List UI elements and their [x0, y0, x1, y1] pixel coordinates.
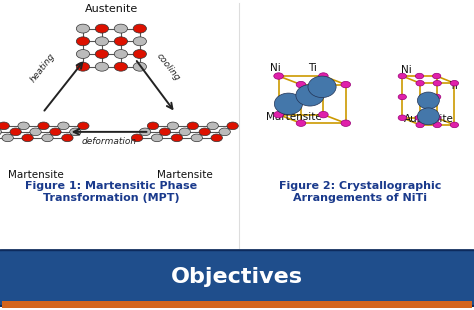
Text: Figure 2: Crystallographic
Arrangements of NiTi: Figure 2: Crystallographic Arrangements … — [279, 181, 441, 203]
Circle shape — [22, 134, 33, 142]
Circle shape — [114, 62, 128, 71]
Circle shape — [415, 73, 424, 79]
Circle shape — [341, 120, 351, 126]
Text: deformation: deformation — [82, 137, 137, 146]
Circle shape — [159, 128, 171, 136]
Circle shape — [131, 134, 143, 142]
Circle shape — [0, 122, 9, 130]
Text: Martensite: Martensite — [157, 170, 213, 180]
FancyBboxPatch shape — [0, 250, 474, 306]
Circle shape — [139, 128, 151, 136]
Circle shape — [433, 122, 441, 128]
Circle shape — [341, 82, 351, 88]
Circle shape — [30, 128, 41, 136]
Circle shape — [199, 128, 210, 136]
Text: Martensite: Martensite — [8, 170, 64, 180]
Circle shape — [76, 24, 90, 33]
Circle shape — [114, 24, 128, 33]
Circle shape — [296, 82, 306, 88]
Circle shape — [433, 115, 441, 121]
Circle shape — [319, 111, 328, 118]
Circle shape — [433, 94, 441, 100]
Circle shape — [133, 24, 146, 33]
Text: Ni: Ni — [401, 65, 411, 75]
Text: Martensite: Martensite — [266, 113, 322, 122]
Circle shape — [76, 62, 90, 71]
Circle shape — [219, 128, 230, 136]
Circle shape — [133, 50, 146, 59]
Text: Austenite: Austenite — [403, 114, 453, 124]
Circle shape — [114, 37, 128, 46]
Ellipse shape — [296, 85, 324, 106]
Circle shape — [133, 37, 146, 46]
Circle shape — [95, 62, 109, 71]
Circle shape — [95, 37, 109, 46]
Circle shape — [415, 115, 424, 121]
Circle shape — [416, 122, 424, 128]
Circle shape — [95, 50, 109, 59]
Circle shape — [296, 120, 306, 126]
Circle shape — [274, 73, 283, 79]
Text: cooling: cooling — [155, 52, 182, 83]
Text: Objectives: Objectives — [171, 267, 303, 286]
Ellipse shape — [274, 93, 302, 114]
Circle shape — [76, 50, 90, 59]
Ellipse shape — [308, 76, 336, 98]
Text: Ti: Ti — [308, 63, 317, 73]
Text: Austenite: Austenite — [85, 4, 138, 14]
Circle shape — [95, 24, 109, 33]
Circle shape — [416, 80, 424, 86]
Circle shape — [78, 122, 89, 130]
Circle shape — [58, 122, 69, 130]
Circle shape — [191, 134, 202, 142]
Circle shape — [38, 122, 49, 130]
Circle shape — [187, 122, 199, 130]
Circle shape — [227, 122, 238, 130]
Circle shape — [207, 122, 219, 130]
Circle shape — [42, 134, 53, 142]
Circle shape — [274, 111, 283, 118]
Circle shape — [167, 122, 179, 130]
Circle shape — [450, 122, 459, 128]
Circle shape — [450, 80, 459, 86]
Circle shape — [398, 94, 406, 100]
Circle shape — [133, 62, 146, 71]
Text: Ti: Ti — [449, 82, 458, 91]
Circle shape — [151, 134, 163, 142]
Ellipse shape — [418, 92, 439, 109]
Text: Ni: Ni — [270, 63, 281, 73]
Text: heating: heating — [28, 51, 57, 84]
Circle shape — [18, 122, 29, 130]
Circle shape — [398, 115, 406, 121]
Circle shape — [179, 128, 191, 136]
Circle shape — [0, 128, 1, 136]
Circle shape — [433, 73, 441, 79]
Circle shape — [50, 128, 61, 136]
Circle shape — [76, 37, 90, 46]
Text: Figure 1: Martensitic Phase
Transformation (MPT): Figure 1: Martensitic Phase Transformati… — [25, 181, 198, 203]
Circle shape — [70, 128, 81, 136]
Circle shape — [10, 128, 21, 136]
Circle shape — [171, 134, 182, 142]
Circle shape — [62, 134, 73, 142]
Circle shape — [2, 134, 13, 142]
Circle shape — [147, 122, 159, 130]
Circle shape — [319, 73, 328, 79]
Circle shape — [211, 134, 222, 142]
Circle shape — [433, 80, 441, 86]
Circle shape — [114, 50, 128, 59]
Circle shape — [398, 73, 406, 79]
Ellipse shape — [418, 108, 439, 125]
Bar — [2, 301, 472, 308]
